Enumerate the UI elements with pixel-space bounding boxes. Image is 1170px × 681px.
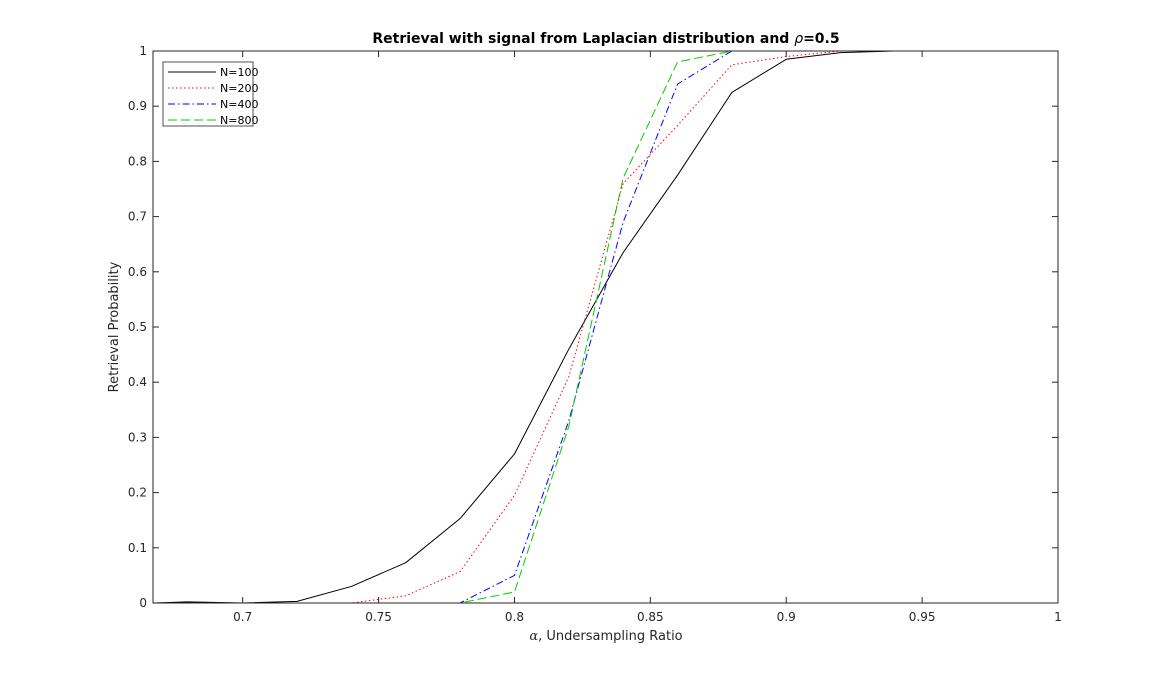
plot-area [153, 51, 1058, 603]
x-tick-label: 0.75 [365, 610, 392, 624]
y-tick-label: 0.7 [128, 210, 147, 224]
x-tick-label: 0.85 [637, 610, 664, 624]
plot-frame [152, 50, 1059, 604]
y-tick-label: 0.4 [128, 375, 147, 389]
legend-box [162, 61, 254, 127]
x-axis-title-symbol: α [529, 629, 538, 644]
y-tick-label: 0.1 [128, 541, 147, 555]
chart-title-prefix: Retrieval with signal from Laplacian dis… [372, 31, 794, 47]
x-tick-label: 0.7 [233, 610, 252, 624]
y-tick-label: 0.6 [128, 265, 147, 279]
series-line-n-100 [152, 50, 1004, 604]
y-tick-label: 1 [139, 44, 147, 58]
y-axis-title: Retrieval Probability [107, 261, 122, 392]
chart-title-symbol: ρ [794, 31, 803, 47]
y-tick-label: 0.8 [128, 154, 147, 168]
y-tick-label: 0.2 [128, 486, 147, 500]
series-line-n-200 [153, 50, 1004, 604]
legend-label-n-200: N=200 [220, 82, 258, 95]
x-tick-label: 0.8 [505, 610, 524, 624]
chart-title-suffix: =0.5 [803, 31, 840, 47]
x-tick-label: 1 [1054, 610, 1062, 624]
y-tick-label: 0.3 [128, 430, 147, 444]
x-tick-label: 0.95 [909, 610, 936, 624]
chart-title: Retrieval with signal from Laplacian dis… [372, 31, 839, 47]
x-axis-title: α, Undersampling Ratio [529, 629, 682, 644]
x-axis-title-text: , Undersampling Ratio [538, 629, 683, 644]
legend-label-n-400: N=400 [220, 98, 258, 111]
legend: N=100 N=200 N=400 N=800 [162, 61, 258, 127]
legend-label-n-100: N=100 [220, 66, 258, 79]
legend-label-n-800: N=800 [220, 114, 258, 127]
y-tick-label: 0.5 [128, 320, 147, 334]
y-tick-label: 0.9 [128, 99, 147, 113]
axis-ticks: 0.7 0.75 0.8 0.85 0.9 0.95 1 0 0.1 0.2 0.3 0.4 0.5 0.… [128, 44, 1062, 624]
y-tick-label: 0 [139, 596, 147, 610]
x-tick-label: 0.9 [777, 610, 796, 624]
